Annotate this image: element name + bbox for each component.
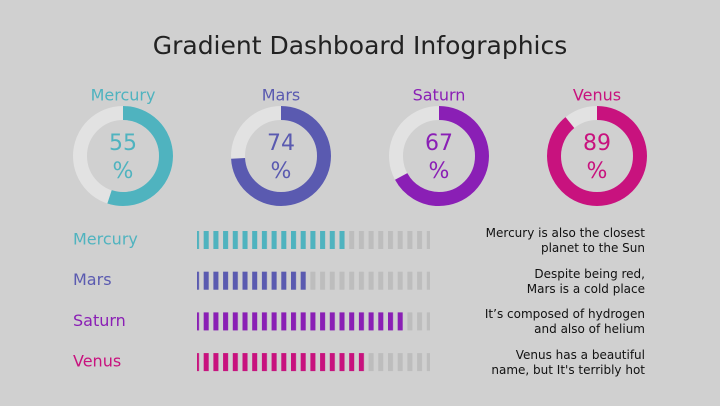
bar xyxy=(197,353,368,372)
donut-value: 74 % xyxy=(267,131,295,184)
annotation: Mercury is also the closest planet to th… xyxy=(485,226,645,255)
donut-value: 55 % xyxy=(109,131,137,184)
bar-label: Venus xyxy=(73,352,121,371)
donut-value: 67 % xyxy=(425,131,453,184)
annotation: Venus has a beautiful name, but It's ter… xyxy=(491,348,645,378)
donut-arc xyxy=(547,106,647,206)
chart-title: Gradient Dashboard Infographics xyxy=(153,31,568,60)
donut-value: 89 % xyxy=(583,131,611,184)
donut-label: Mercury xyxy=(91,86,156,105)
donut-arc xyxy=(231,106,331,206)
donut-arc xyxy=(389,106,489,206)
donut-label: Saturn xyxy=(413,86,466,105)
annotation: It’s composed of hydrogen and also of he… xyxy=(484,307,645,337)
bar-label: Mars xyxy=(73,270,112,289)
donut-arc xyxy=(73,106,173,206)
bar-label: Mercury xyxy=(73,230,138,249)
bar-label: Saturn xyxy=(73,311,126,330)
bar xyxy=(197,312,405,331)
bar xyxy=(197,271,309,290)
donut-label: Mars xyxy=(262,86,301,105)
bar xyxy=(197,231,347,249)
annotation: Despite being red, Mars is a cold place xyxy=(526,266,645,296)
donut-label: Venus xyxy=(573,86,621,105)
